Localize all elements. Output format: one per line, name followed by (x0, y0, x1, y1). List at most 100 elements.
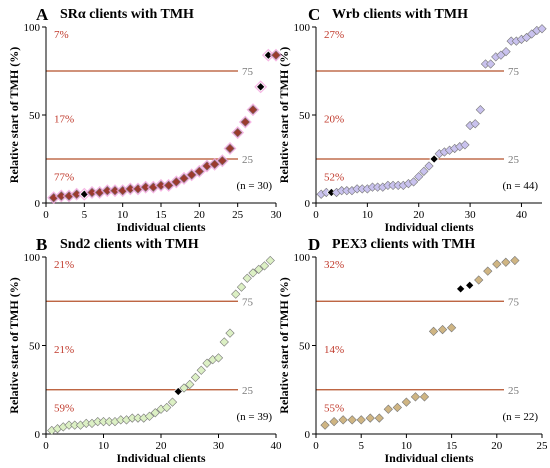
region-percent-label: 59% (54, 402, 74, 414)
data-point (187, 170, 197, 180)
data-point (483, 266, 493, 276)
data-point (410, 392, 421, 402)
data-point (248, 268, 258, 278)
data-point (162, 402, 172, 413)
data-point (419, 392, 430, 402)
data-point (492, 259, 502, 269)
data-points (47, 48, 283, 205)
data-point (356, 415, 366, 425)
y-tick-label: 100 (24, 252, 41, 264)
y-tick-label: 0 (35, 429, 41, 441)
panel-c: C Wrb clients with TMH 25 75 27% 20% 52% 0 50 1… (277, 5, 547, 234)
y-tick-label: 0 (305, 429, 311, 441)
highlighted-data-point (429, 154, 439, 164)
x-tick-label: 5 (82, 209, 88, 221)
x-axis-label: Individual clients (384, 451, 473, 465)
chart-title: PEX3 clients with TMH (332, 237, 475, 252)
region-percent-label: 27% (324, 29, 344, 41)
data-points (320, 255, 520, 430)
data-point (408, 177, 419, 187)
threshold-label: 75 (242, 66, 254, 78)
highlighted-data-point (255, 82, 266, 92)
data-point (259, 261, 270, 271)
threshold-label: 25 (508, 385, 520, 397)
data-point (179, 383, 189, 393)
data-point (374, 413, 384, 423)
data-point (446, 323, 457, 333)
data-point (240, 117, 250, 127)
data-point (501, 257, 511, 267)
data-point (225, 328, 235, 338)
x-tick-label: 5 (358, 440, 364, 452)
sample-size-label: (n = 30) (236, 180, 272, 192)
panel-letter: C (308, 5, 320, 24)
data-point (265, 255, 275, 266)
data-point (414, 171, 424, 182)
data-point (254, 264, 264, 275)
data-point (537, 24, 547, 34)
data-point (392, 402, 402, 413)
data-point (338, 415, 348, 425)
y-axis-label: Relative start of TMH (%) (277, 47, 291, 183)
highlighted-data-point (455, 284, 466, 294)
data-point (185, 379, 195, 390)
data-point (460, 140, 470, 150)
data-point (329, 416, 339, 427)
data-point (470, 119, 480, 129)
sample-size-label: (n = 44) (502, 180, 538, 192)
x-tick-label: 10 (117, 209, 129, 221)
data-point (474, 275, 484, 285)
x-tick-label: 10 (401, 440, 413, 452)
region-percent-label: 77% (54, 172, 74, 184)
y-tick-label: 50 (29, 110, 41, 122)
y-tick-label: 0 (305, 198, 311, 210)
threshold-label: 25 (508, 154, 520, 166)
x-tick-label: 0 (313, 209, 319, 221)
data-point (213, 353, 224, 363)
panel-letter: A (36, 5, 49, 24)
data-point (347, 415, 357, 425)
x-tick-label: 30 (465, 209, 477, 221)
data-point (202, 358, 212, 368)
data-point (401, 397, 412, 407)
region-percent-label: 21% (54, 259, 74, 271)
x-tick-label: 20 (156, 440, 168, 452)
data-point (210, 159, 220, 169)
threshold-label: 75 (508, 66, 520, 78)
y-axis-label: Relative start of TMH (%) (7, 277, 21, 413)
threshold-label: 75 (508, 296, 520, 308)
data-point (428, 326, 439, 336)
x-axis-label: Individual clients (116, 451, 205, 465)
region-percent-label: 55% (324, 402, 344, 414)
data-point (248, 105, 258, 115)
data-point (217, 156, 227, 166)
chart-title: Wrb clients with TMH (332, 7, 468, 22)
data-points (47, 255, 275, 436)
x-tick-label: 30 (271, 209, 283, 221)
data-point (271, 50, 281, 60)
x-tick-label: 30 (213, 440, 225, 452)
chart-title: SRα clients with TMH (60, 7, 194, 22)
highlighted-data-point (173, 386, 184, 397)
threshold-label: 25 (242, 154, 254, 166)
panel-d: D PEX3 clients with TMH 257532%14%55%050… (277, 235, 548, 465)
x-tick-label: 20 (194, 209, 206, 221)
sample-size-label: (n = 22) (502, 411, 538, 423)
region-percent-label: 20% (324, 114, 344, 126)
x-tick-label: 20 (491, 440, 503, 452)
data-points (316, 24, 547, 199)
data-point (320, 420, 330, 430)
panel-b: B Snd2 clients with TMH 25 75 21% 21% 59% 0 50… (7, 235, 282, 465)
x-tick-label: 0 (43, 440, 49, 452)
data-point (233, 127, 243, 138)
data-point (194, 166, 204, 176)
sample-size-label: (n = 39) (236, 411, 272, 423)
data-point (437, 324, 448, 335)
data-point (383, 404, 393, 414)
threshold-label: 25 (242, 385, 254, 397)
data-point (486, 59, 496, 69)
data-point (510, 255, 520, 266)
region-percent-label: 17% (54, 114, 74, 126)
data-point (196, 365, 206, 375)
